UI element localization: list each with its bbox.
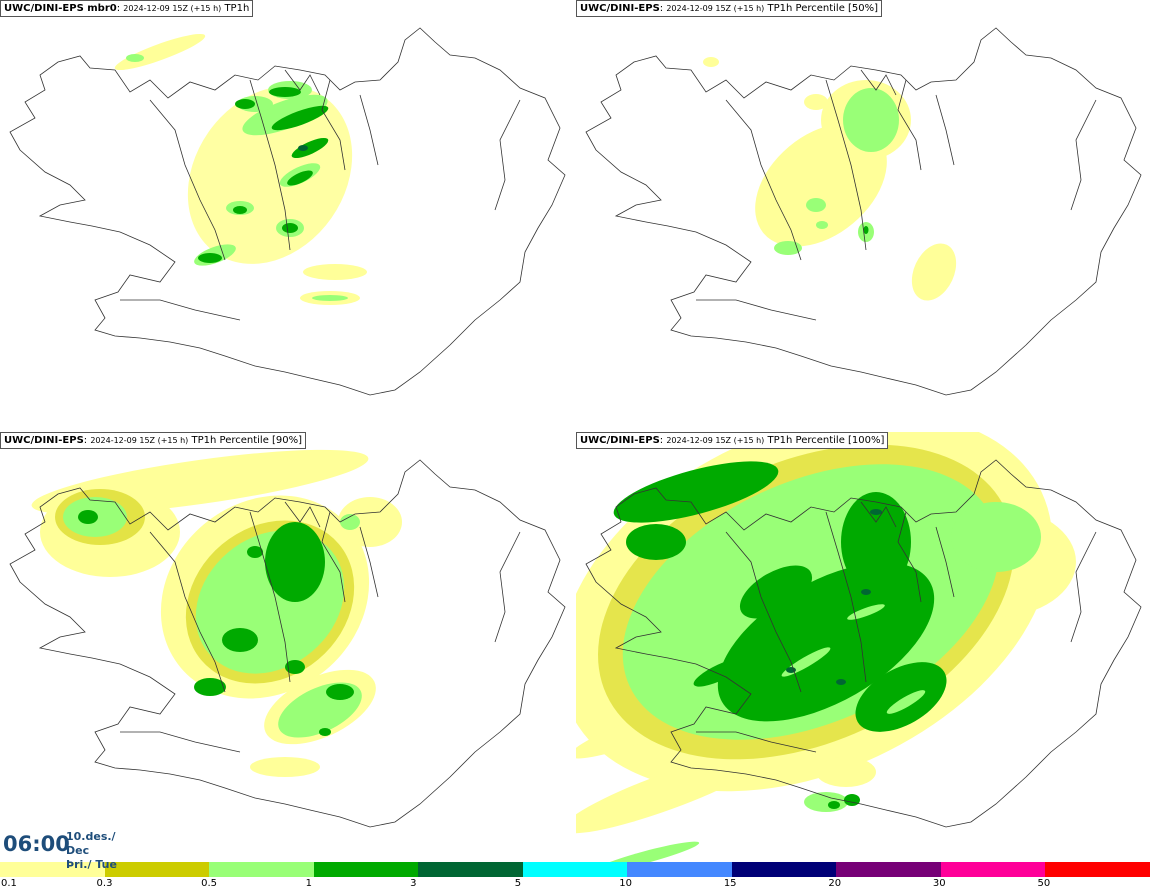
legend-tick-label: 15 — [723, 878, 737, 889]
map-panel-p90: UWC/DINI-EPS: 2024-12-09 15Z (+15 h) TP1… — [0, 432, 574, 862]
panel-title: UWC/DINI-EPS mbr0: 2024-12-09 15Z (+15 h… — [0, 0, 254, 17]
model-name: UWC/DINI-EPS mbr0 — [4, 3, 117, 14]
map-canvas — [9, 449, 566, 828]
legend-swatch — [1045, 862, 1150, 877]
legend-tick-label: 10 — [619, 878, 632, 889]
field-name: TP1h Percentile [50%] — [767, 3, 879, 14]
model-name: UWC/DINI-EPS — [580, 435, 660, 446]
weekday-label: Þri./ Tue — [66, 858, 117, 871]
map-panel-p100: UWC/DINI-EPS: 2024-12-09 15Z (+15 h) TP1… — [576, 432, 1150, 862]
model-name: UWC/DINI-EPS — [580, 3, 660, 14]
iceland-coastline — [9, 459, 566, 828]
init-time: 2024-12-09 15Z (+15 h) — [123, 4, 222, 13]
legend-tick-label: 20 — [828, 878, 842, 889]
field-name: TP1h — [224, 3, 250, 14]
precipitation-field — [31, 449, 402, 777]
legend-swatch — [522, 862, 628, 877]
legend-swatch — [0, 862, 106, 877]
legend-swatch — [209, 862, 315, 877]
date-label: 10.des./ Dec — [66, 830, 116, 857]
field-name: TP1h Percentile [100%] — [767, 435, 885, 446]
map-panel-p50: UWC/DINI-EPS: 2024-12-09 15Z (+15 h) TP1… — [576, 0, 1150, 430]
panel-title: UWC/DINI-EPS: 2024-12-09 15Z (+15 h) TP1… — [0, 432, 307, 449]
legend-swatch — [627, 862, 733, 877]
iceland-coastline — [585, 27, 1142, 396]
legend-swatch — [418, 862, 524, 877]
init-time: 2024-12-09 15Z (+15 h) — [666, 4, 765, 13]
legend-swatch — [313, 862, 419, 877]
init-time: 2024-12-09 15Z (+15 h) — [666, 436, 765, 445]
legend-swatch — [731, 862, 837, 877]
precipitation-field — [703, 57, 957, 301]
legend-tick-label: 3 — [410, 878, 417, 889]
panel-title: UWC/DINI-EPS: 2024-12-09 15Z (+15 h) TP1… — [576, 0, 883, 17]
iceland-coastline — [585, 459, 1142, 828]
valid-time-box: 06:00 10.des./ Dec Þri./ Tue — [0, 826, 138, 871]
map-panel-mbr0: UWC/DINI-EPS mbr0: 2024-12-09 15Z (+15 h… — [0, 0, 574, 430]
precipitation-field — [576, 432, 1076, 862]
precipitation-field — [114, 33, 367, 305]
legend-tick-label: 0.1 — [1, 878, 17, 889]
map-canvas — [9, 27, 566, 396]
field-name: TP1h Percentile [90%] — [191, 435, 303, 446]
model-name: UWC/DINI-EPS — [4, 435, 84, 446]
legend-swatch — [836, 862, 942, 877]
iceland-coastline — [9, 27, 566, 396]
legend-tick-label: 1 — [305, 878, 312, 889]
legend-swatch — [940, 862, 1046, 877]
color-legend: 0.1 0.3 0.5 1 3 5 10 15 20 30 50 — [0, 862, 1150, 891]
valid-time: 06:00 — [3, 832, 70, 856]
legend-tick-label: 0.5 — [201, 878, 217, 889]
legend-tick-label: 30 — [932, 878, 946, 889]
legend-tick-label: 5 — [514, 878, 522, 889]
panel-title: UWC/DINI-EPS: 2024-12-09 15Z (+15 h) TP1… — [576, 432, 889, 449]
legend-swatch — [104, 862, 210, 877]
legend-tick-label: 0.3 — [96, 878, 113, 889]
init-time: 2024-12-09 15Z (+15 h) — [90, 436, 189, 445]
map-canvas — [585, 27, 1142, 396]
valid-date: 10.des./ Dec Þri./ Tue — [66, 830, 138, 872]
legend-tick-label: 50 — [1037, 878, 1051, 889]
map-canvas — [576, 432, 1142, 862]
